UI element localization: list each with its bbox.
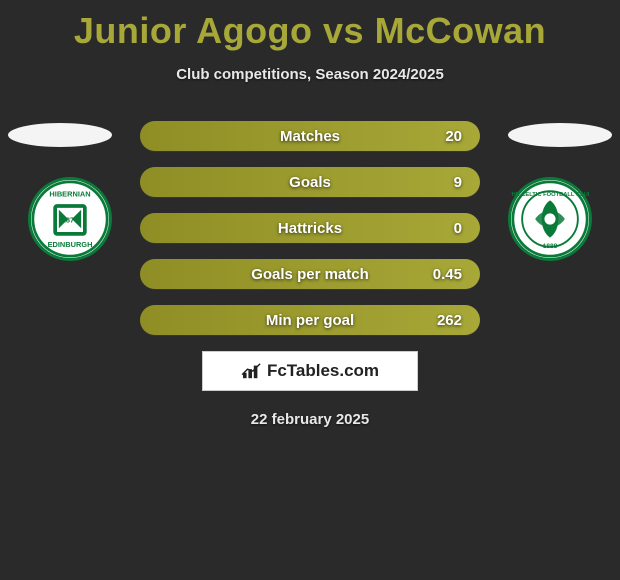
celtic-crest-icon: THE CELTIC FOOTBALL CLUB 1888 xyxy=(511,177,589,261)
svg-text:EDINBURGH: EDINBURGH xyxy=(48,240,93,249)
hibernian-crest-icon: HIBERNIAN EDINBURGH 1875 xyxy=(31,177,109,261)
bar-chart-icon xyxy=(241,362,263,380)
page-title: Junior Agogo vs McCowan xyxy=(0,0,620,52)
svg-text:HIBERNIAN: HIBERNIAN xyxy=(49,190,90,199)
svg-text:1875: 1875 xyxy=(62,216,78,225)
stat-row: Matches20 xyxy=(140,121,480,151)
stat-value: 262 xyxy=(437,312,462,329)
fctables-logo[interactable]: FcTables.com xyxy=(202,351,418,391)
stat-value: 0 xyxy=(454,220,462,237)
team-crest-right: THE CELTIC FOOTBALL CLUB 1888 xyxy=(508,177,592,261)
team-crest-left: HIBERNIAN EDINBURGH 1875 xyxy=(28,177,112,261)
svg-text:1888: 1888 xyxy=(543,243,558,250)
subtitle: Club competitions, Season 2024/2025 xyxy=(0,66,620,83)
stats-bars: Matches20 Goals9 Hattricks0 Goals per match… xyxy=(140,121,480,335)
stat-label: Goals xyxy=(140,174,480,191)
stat-value: 20 xyxy=(445,128,462,145)
stat-value: 0.45 xyxy=(433,266,462,283)
stat-row: Min per goal262 xyxy=(140,305,480,335)
player-slot-right xyxy=(508,123,612,147)
logo-text: FcTables.com xyxy=(267,361,379,381)
stat-row: Hattricks0 xyxy=(140,213,480,243)
svg-text:THE CELTIC FOOTBALL CLUB: THE CELTIC FOOTBALL CLUB xyxy=(511,192,589,198)
stat-label: Min per goal xyxy=(140,312,480,329)
stat-label: Goals per match xyxy=(140,266,480,283)
stat-label: Matches xyxy=(140,128,480,145)
player-slot-left xyxy=(8,123,112,147)
date-text: 22 february 2025 xyxy=(0,411,620,428)
stat-label: Hattricks xyxy=(140,220,480,237)
stat-value: 9 xyxy=(454,174,462,191)
stat-row: Goals9 xyxy=(140,167,480,197)
stat-row: Goals per match0.45 xyxy=(140,259,480,289)
comparison-panel: HIBERNIAN EDINBURGH 1875 THE CELTIC FOOT… xyxy=(0,121,620,428)
